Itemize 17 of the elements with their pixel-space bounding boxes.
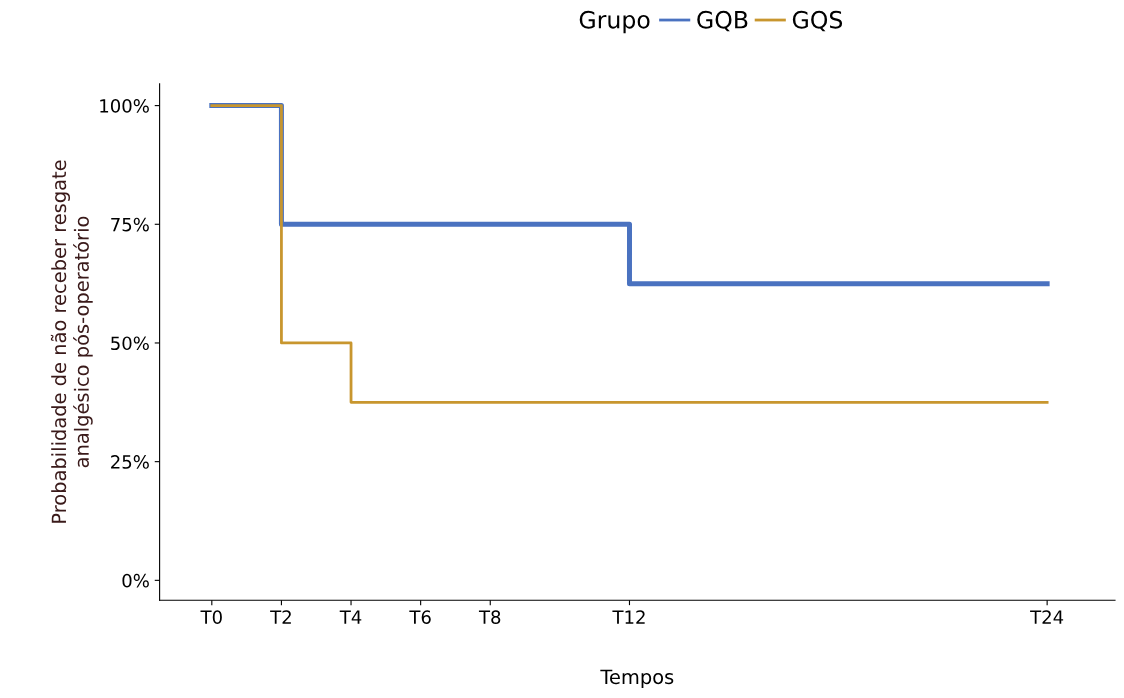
x-tick-label: T2 bbox=[270, 610, 291, 624]
y-tick-label: 25% bbox=[111, 455, 149, 469]
x-tick-label: T24 bbox=[1030, 610, 1064, 624]
x-axis-title: Tempos bbox=[600, 669, 674, 688]
y-tick-label: 75% bbox=[111, 217, 149, 232]
x-tick-label: T4 bbox=[339, 610, 362, 624]
legend-label: GQS bbox=[792, 10, 843, 32]
legend-label: GQB bbox=[697, 10, 748, 32]
x-tick-label: T12 bbox=[612, 610, 645, 624]
y-axis-title: Probabilidade de não receber resgate analgésico pós-operatório bbox=[50, 160, 93, 523]
y-tick-label: 50% bbox=[111, 336, 149, 351]
y-tick-label: 100% bbox=[100, 99, 149, 113]
legend-title: Grupo bbox=[579, 10, 650, 34]
y-tick-label: 0% bbox=[122, 573, 149, 588]
x-tick-label: T6 bbox=[409, 610, 431, 624]
x-tick-label: T8 bbox=[478, 610, 501, 624]
x-tick-label: T0 bbox=[200, 610, 222, 624]
